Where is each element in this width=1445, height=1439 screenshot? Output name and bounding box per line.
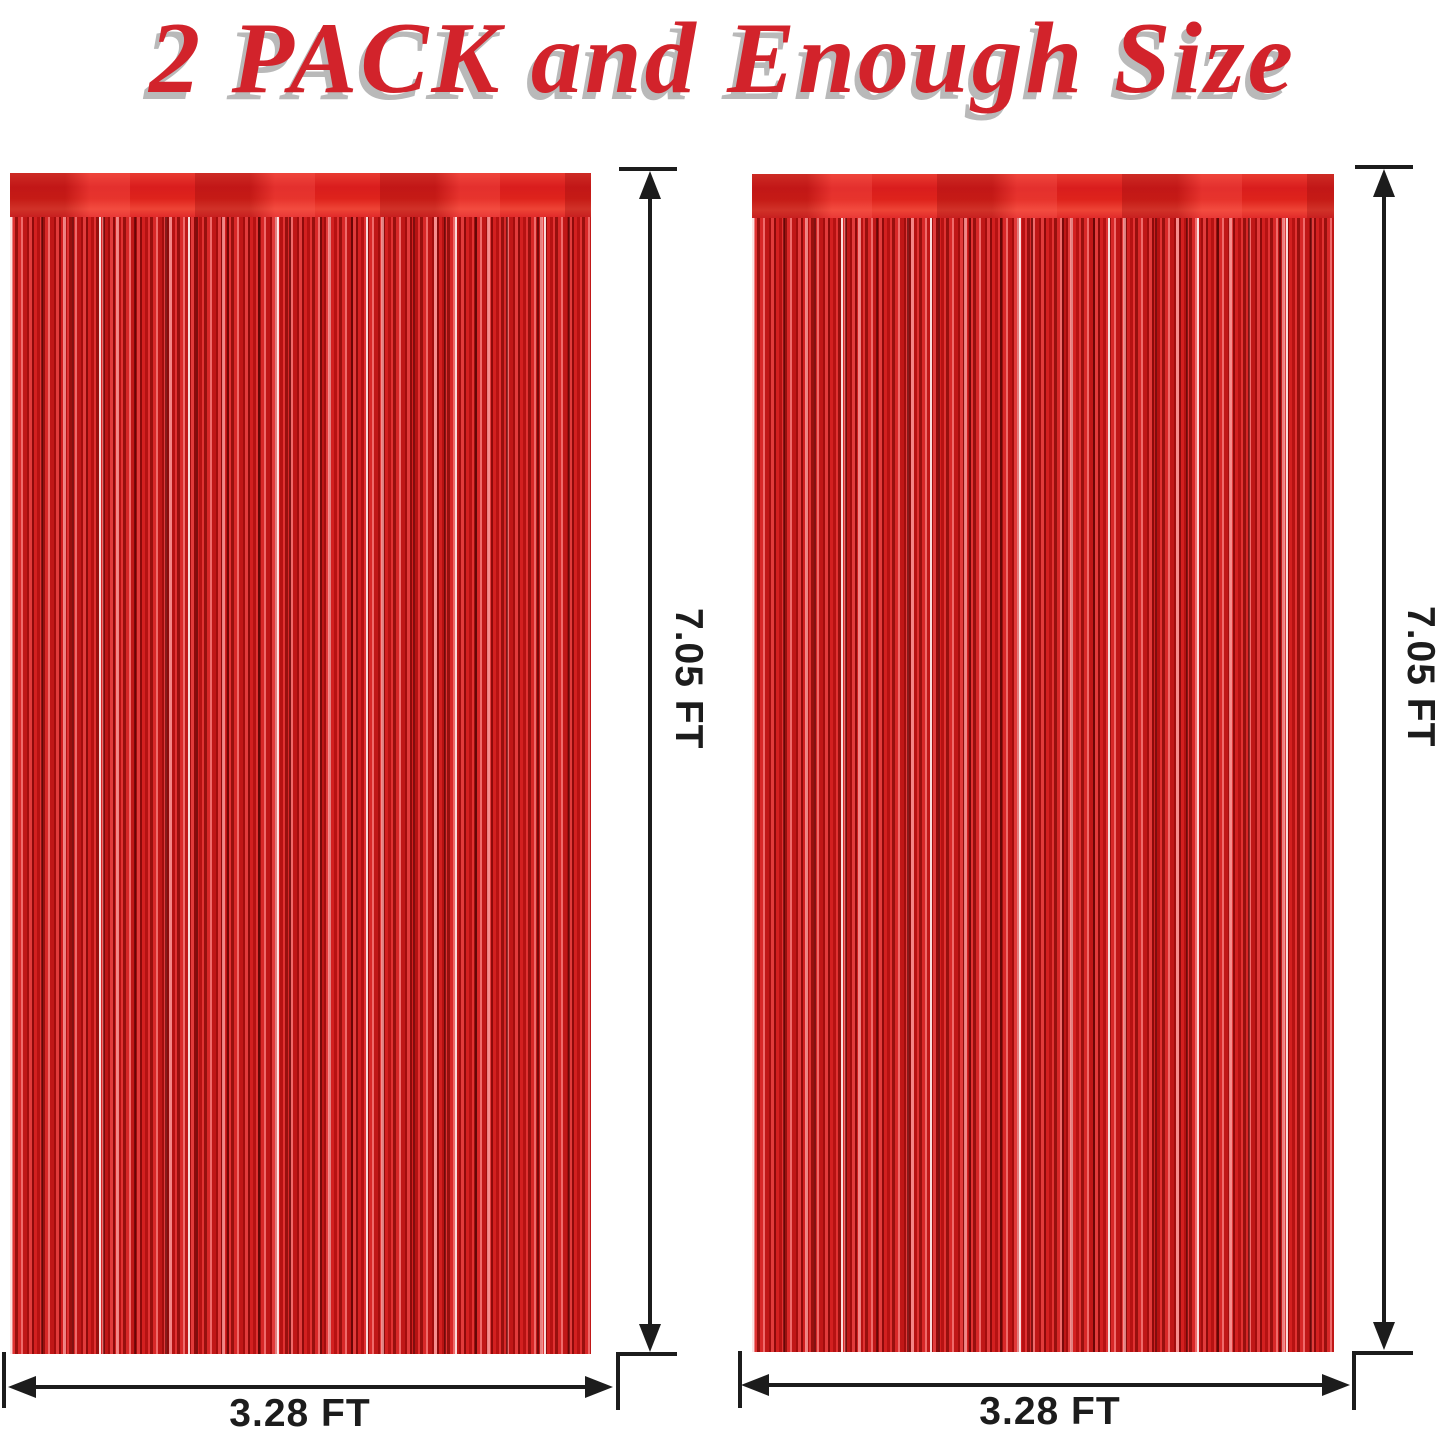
foil-curtain-left xyxy=(10,173,591,1354)
height-label-right: 7.05 FT xyxy=(1399,606,1442,748)
curtain-fringe-left xyxy=(10,217,591,1354)
width-label-left: 3.28 FT xyxy=(229,1392,371,1435)
curtain-fringe-right xyxy=(752,218,1334,1352)
arrow-down-icon xyxy=(1373,1322,1395,1350)
arrow-right-icon xyxy=(1322,1374,1350,1396)
page-title: 2 PACK and Enough Size xyxy=(149,2,1296,115)
arrow-left-icon xyxy=(741,1374,769,1396)
arrow-left-icon xyxy=(8,1376,36,1398)
height-label-left: 7.05 FT xyxy=(667,608,710,750)
arrow-up-icon xyxy=(1373,169,1395,197)
foil-curtain-right xyxy=(752,174,1334,1352)
height-dimension-right xyxy=(1352,165,1413,1410)
arrow-down-icon xyxy=(639,1324,661,1352)
height-dimension-left xyxy=(616,167,677,1410)
arrow-right-icon xyxy=(585,1376,613,1398)
arrow-up-icon xyxy=(639,171,661,199)
curtain-rod-header-left xyxy=(10,173,591,217)
width-label-right: 3.28 FT xyxy=(979,1390,1121,1433)
curtain-rod-header-right xyxy=(752,174,1334,218)
